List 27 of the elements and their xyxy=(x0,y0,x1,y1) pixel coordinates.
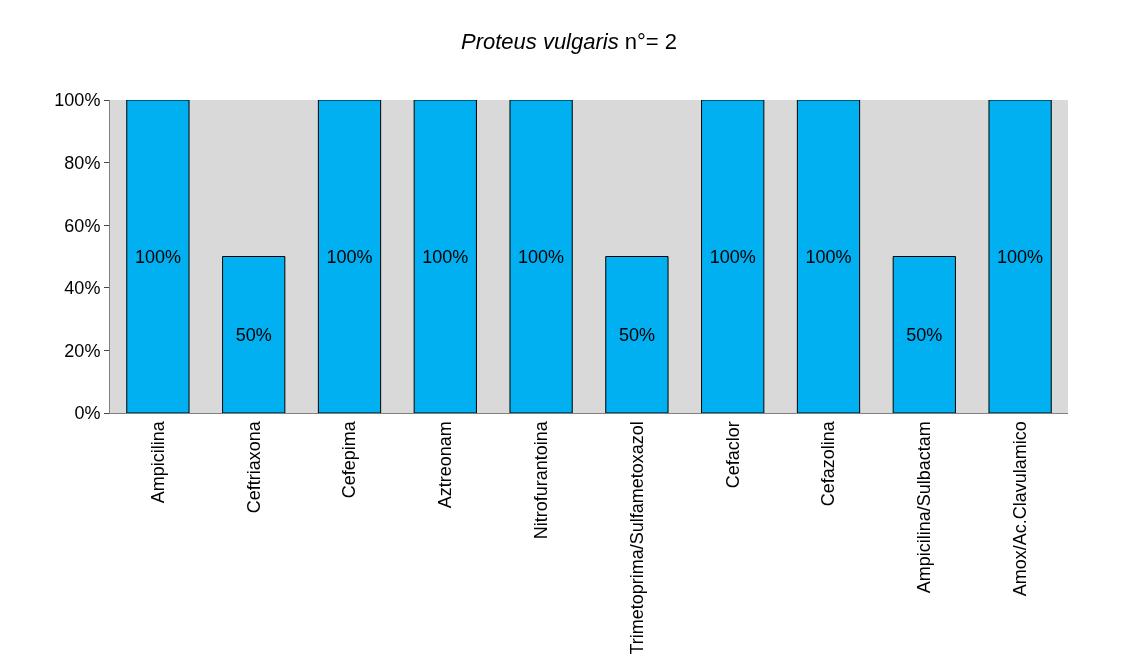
x-tick-label: Cefaclor xyxy=(722,421,743,489)
y-tick-label: 60% xyxy=(64,215,101,236)
x-tick-label: Trimetoprima/Sulfametoxazol xyxy=(626,421,647,655)
y-tick-label: 0% xyxy=(74,403,101,424)
x-tick-label: Ampicilina xyxy=(147,420,168,504)
x-tick-label: Cefepima xyxy=(339,420,360,499)
chart-title: Proteus vulgaris n°= 2 xyxy=(460,28,678,54)
data-label: 50% xyxy=(235,324,272,345)
x-tick-label: Nitrofurantoina xyxy=(530,420,551,540)
x-tick-label: Cefazolina xyxy=(818,420,839,507)
x-tick-label: Amox/Ac.Clavulamico xyxy=(1009,421,1030,597)
data-label: 100% xyxy=(134,246,181,267)
data-label: 100% xyxy=(997,246,1044,267)
x-tick-label: Ceftriaxona xyxy=(243,420,264,514)
data-label: 100% xyxy=(422,246,469,267)
data-label: 50% xyxy=(906,324,943,345)
x-tick-label: Aztreonam xyxy=(435,421,456,509)
y-tick-label: 40% xyxy=(64,278,101,299)
data-label: 100% xyxy=(518,246,565,267)
data-label: 50% xyxy=(618,324,655,345)
data-label: 100% xyxy=(326,246,373,267)
y-tick-label: 20% xyxy=(64,340,101,361)
y-tick-label: 100% xyxy=(54,90,101,111)
data-label: 100% xyxy=(709,246,756,267)
x-tick-label: Ampicilina/Sulbactam xyxy=(914,421,935,594)
data-label: 100% xyxy=(805,246,852,267)
y-tick-label: 80% xyxy=(64,152,101,173)
